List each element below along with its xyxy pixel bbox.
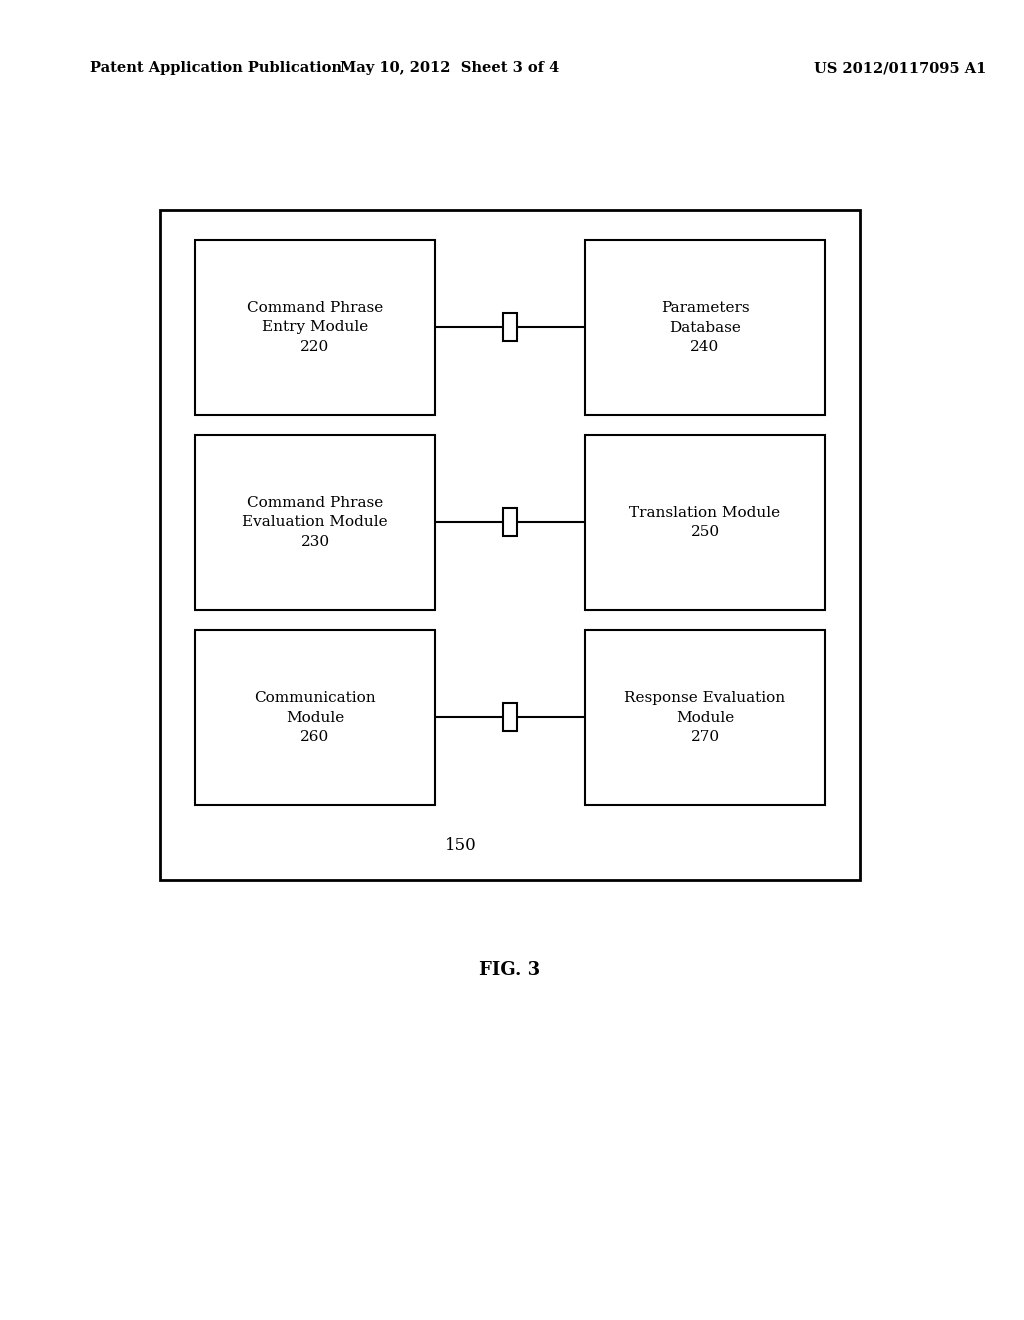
Bar [195, 630, 435, 805]
Bar [585, 240, 825, 414]
Text: May 10, 2012  Sheet 3 of 4: May 10, 2012 Sheet 3 of 4 [340, 61, 560, 75]
Text: US 2012/0117095 A1: US 2012/0117095 A1 [814, 61, 986, 75]
Bar [503, 704, 517, 731]
Text: FIG. 3: FIG. 3 [479, 961, 541, 979]
Text: Patent Application Publication: Patent Application Publication [90, 61, 342, 75]
Bar [160, 210, 860, 880]
Bar [195, 436, 435, 610]
Text: Response Evaluation
Module
270: Response Evaluation Module 270 [625, 690, 785, 744]
Bar [585, 630, 825, 805]
Bar [195, 240, 435, 414]
Text: Communication
Module
260: Communication Module 260 [254, 690, 376, 744]
Bar [503, 313, 517, 341]
Text: Parameters
Database
240: Parameters Database 240 [660, 301, 750, 354]
Bar [503, 508, 517, 536]
Bar [585, 436, 825, 610]
Text: 150: 150 [445, 837, 477, 854]
Text: Command Phrase
Evaluation Module
230: Command Phrase Evaluation Module 230 [243, 496, 388, 549]
Text: Translation Module
250: Translation Module 250 [630, 506, 780, 540]
Text: Command Phrase
Entry Module
220: Command Phrase Entry Module 220 [247, 301, 383, 354]
